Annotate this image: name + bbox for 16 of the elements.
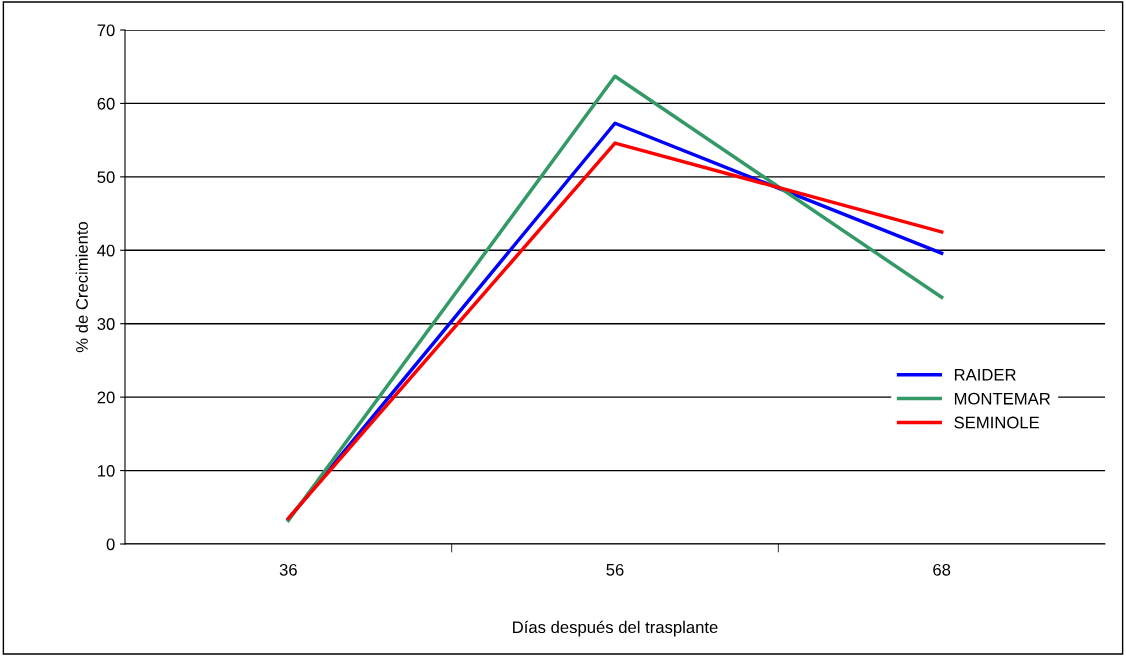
y-tick-label: 40 (97, 244, 115, 257)
legend-label: MONTEMAR (954, 392, 1051, 405)
x-tick-label: 56 (606, 563, 624, 576)
legend-label: SEMINOLE (954, 416, 1039, 429)
y-tick-label: 50 (97, 171, 115, 184)
y-tick-label: 10 (98, 464, 115, 477)
y-tick-label: 60 (97, 97, 115, 110)
x-tick-label: 68 (933, 563, 951, 576)
legend-label: RAIDER (954, 369, 1016, 381)
y-tick-label: 70 (97, 24, 115, 37)
y-axis-title: % de Crecimiento (75, 221, 88, 353)
y-tick-label: 20 (97, 391, 115, 404)
x-axis-title: Días después del trasplante (513, 620, 718, 637)
x-tick-label: 36 (279, 563, 297, 576)
y-tick-label: 30 (97, 318, 115, 330)
y-tick-label: 0 (106, 538, 115, 551)
